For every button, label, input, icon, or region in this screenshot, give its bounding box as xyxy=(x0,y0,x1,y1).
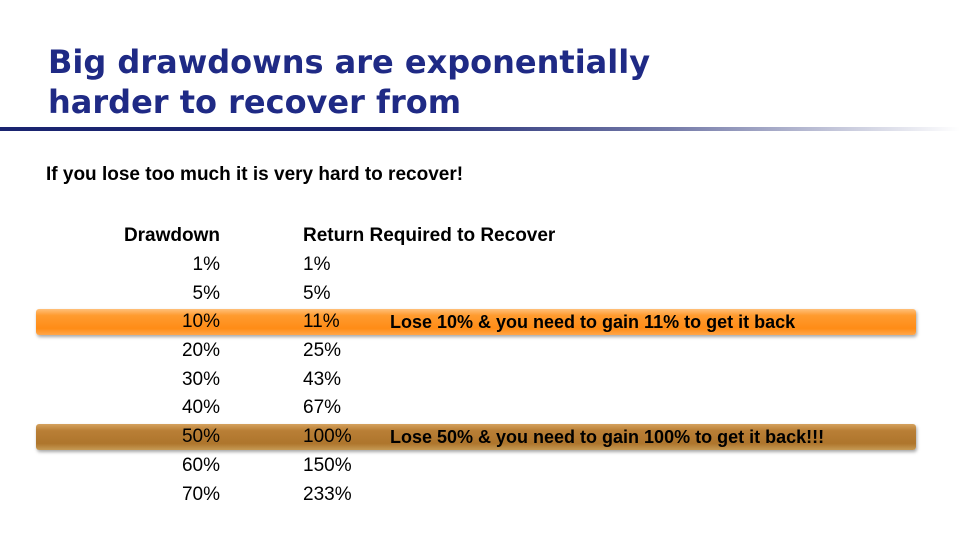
table-row: 40% 67% xyxy=(0,394,960,422)
table-row: 5% 5% xyxy=(0,280,960,308)
table-row: 1% 1% xyxy=(0,251,960,279)
table-row: 30% 43% xyxy=(0,366,960,394)
recover-cell: 5% xyxy=(303,283,331,304)
table-row: 20% 25% xyxy=(0,337,960,365)
recover-cell: 1% xyxy=(303,254,331,275)
drawdown-cell: 30% xyxy=(181,369,220,390)
table-row-highlight-50: 50% 100% Lose 50% & you need to gain 100… xyxy=(0,423,960,451)
table-row-highlight-10: 10% 11% Lose 10% & you need to gain 11% … xyxy=(0,308,960,336)
recover-cell: 25% xyxy=(303,340,342,361)
drawdown-cell: 40% xyxy=(181,397,220,418)
recover-cell: 11% xyxy=(303,311,340,332)
drawdown-cell: 60% xyxy=(181,455,220,476)
slide-title-line2: harder to recover from xyxy=(48,83,462,121)
recover-cell: 233% xyxy=(303,484,352,505)
recover-cell: 67% xyxy=(303,397,342,418)
highlight-note-10: Lose 10% & you need to gain 11% to get i… xyxy=(390,312,796,332)
title-divider xyxy=(0,127,960,131)
slide-title-line1: Big drawdowns are exponentially xyxy=(48,43,651,81)
recover-header: Return Required to Recover xyxy=(303,225,556,246)
drawdown-header: Drawdown xyxy=(123,225,220,246)
table-header-row: Drawdown Return Required to Recover xyxy=(0,222,960,250)
recover-cell: 150% xyxy=(303,455,352,476)
slide-subtitle: If you lose too much it is very hard to … xyxy=(46,164,464,185)
highlight-band-50 xyxy=(36,424,916,450)
slide-title: Big drawdowns are exponentially harder t… xyxy=(48,42,650,122)
highlight-band-10 xyxy=(36,309,916,335)
drawdown-cell: 10% xyxy=(181,311,220,332)
highlight-note-50: Lose 50% & you need to gain 100% to get … xyxy=(390,427,825,447)
recover-cell: 100% xyxy=(303,426,352,447)
drawdown-cell: 50% xyxy=(181,426,220,447)
drawdown-cell: 1% xyxy=(192,254,220,275)
drawdown-cell: 70% xyxy=(181,484,220,505)
table-row: 70% 233% xyxy=(0,481,960,509)
drawdown-cell: 20% xyxy=(181,340,220,361)
table-row: 60% 150% xyxy=(0,452,960,480)
recover-cell: 43% xyxy=(303,369,342,390)
drawdown-cell: 5% xyxy=(192,283,220,304)
